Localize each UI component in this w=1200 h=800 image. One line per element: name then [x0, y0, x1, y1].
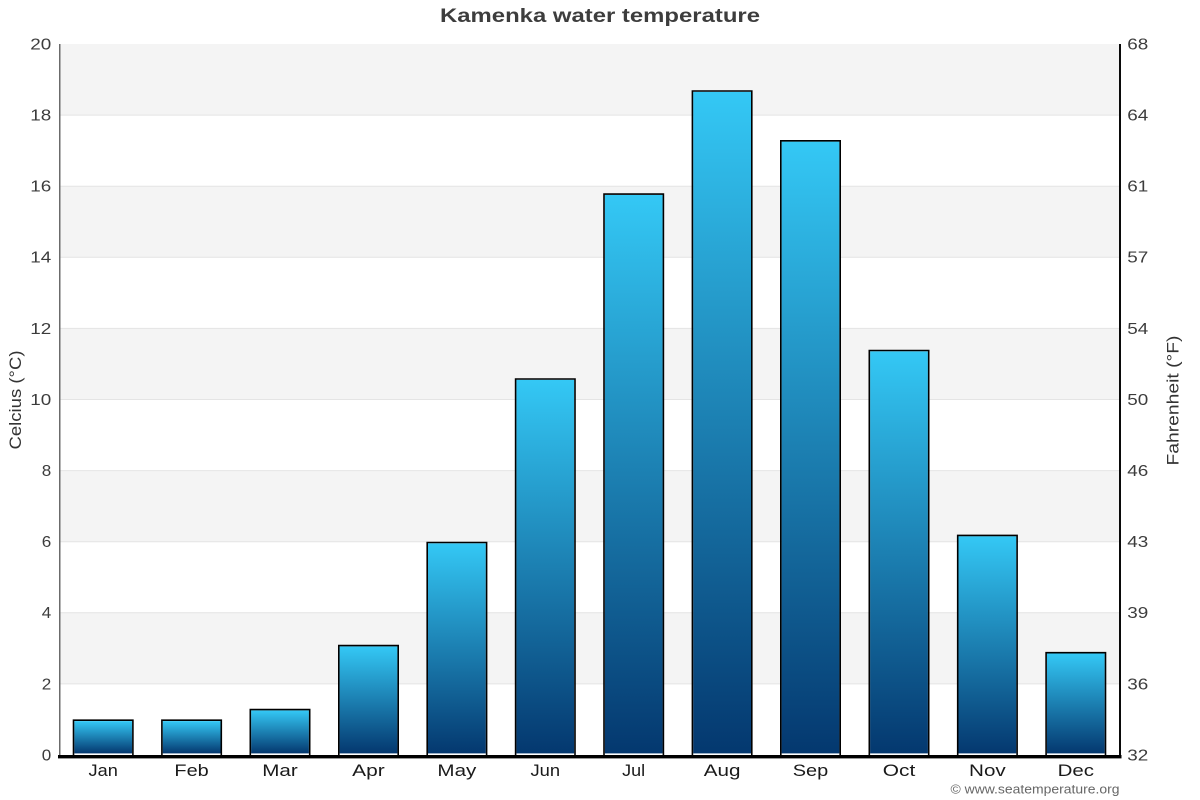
- svg-text:16: 16: [30, 179, 51, 196]
- svg-text:57: 57: [1127, 250, 1148, 267]
- svg-text:4: 4: [42, 605, 52, 622]
- svg-text:64: 64: [1127, 108, 1149, 125]
- svg-text:61: 61: [1127, 179, 1148, 196]
- svg-text:Nov: Nov: [969, 761, 1006, 780]
- svg-text:May: May: [437, 761, 476, 780]
- svg-text:54: 54: [1127, 321, 1149, 338]
- svg-text:43: 43: [1127, 534, 1148, 551]
- svg-text:32: 32: [1127, 747, 1148, 764]
- svg-text:14: 14: [30, 250, 52, 267]
- svg-text:10: 10: [30, 392, 51, 409]
- svg-text:Dec: Dec: [1058, 761, 1095, 780]
- svg-text:20: 20: [30, 36, 51, 53]
- svg-text:Kamenka water temperature: Kamenka water temperature: [440, 6, 760, 27]
- svg-text:39: 39: [1127, 605, 1148, 622]
- svg-text:Celcius (°C): Celcius (°C): [6, 351, 25, 450]
- svg-text:6: 6: [42, 534, 52, 551]
- svg-text:36: 36: [1127, 676, 1148, 693]
- svg-text:Fahrenheit (°F): Fahrenheit (°F): [1164, 336, 1183, 466]
- svg-text:Sep: Sep: [793, 761, 829, 780]
- svg-text:0: 0: [42, 747, 52, 764]
- svg-text:Mar: Mar: [262, 761, 298, 780]
- svg-text:12: 12: [30, 321, 51, 338]
- svg-text:Feb: Feb: [174, 761, 208, 780]
- svg-text:2: 2: [42, 676, 52, 693]
- svg-text:© www.seatemperature.org: © www.seatemperature.org: [951, 782, 1120, 797]
- svg-text:Oct: Oct: [883, 761, 916, 780]
- svg-text:46: 46: [1127, 463, 1148, 480]
- svg-text:68: 68: [1127, 36, 1148, 53]
- svg-text:Jan: Jan: [89, 761, 118, 780]
- svg-text:18: 18: [30, 108, 51, 125]
- svg-text:50: 50: [1127, 392, 1148, 409]
- svg-text:8: 8: [42, 463, 52, 480]
- svg-text:Aug: Aug: [704, 761, 741, 780]
- svg-text:Jul: Jul: [622, 761, 645, 780]
- svg-text:Apr: Apr: [352, 761, 385, 780]
- svg-text:Jun: Jun: [531, 761, 561, 780]
